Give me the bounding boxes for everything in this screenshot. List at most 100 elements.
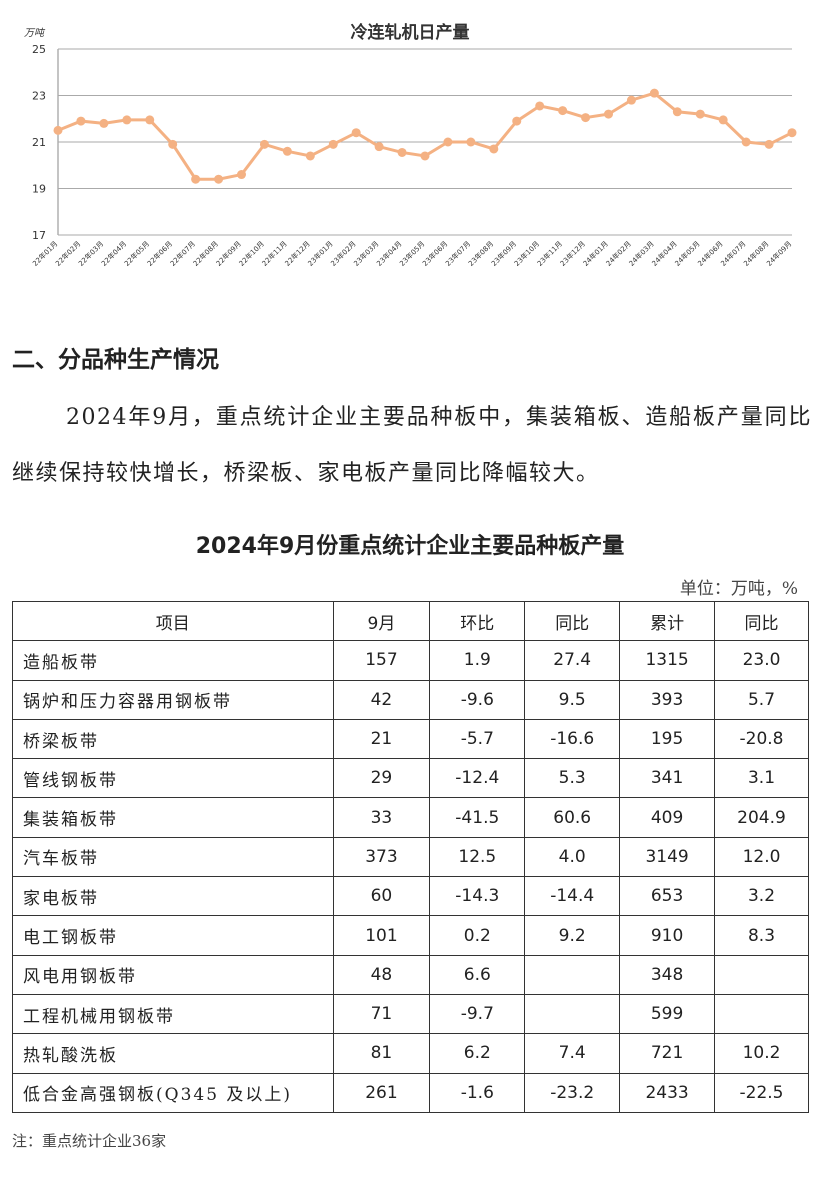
cell: -12.4 — [429, 758, 526, 799]
cell: -14.3 — [429, 876, 526, 917]
y-axis-unit: 万吨 — [24, 27, 46, 39]
data-point — [76, 116, 86, 126]
cell: 12.5 — [429, 836, 526, 878]
cell: 29 — [332, 758, 431, 799]
header-cell: 9月 — [332, 600, 431, 642]
table-row: 汽车板带 373 12.5 4.0 3149 12.0 — [12, 836, 809, 878]
header-cell: 同比 — [714, 600, 809, 642]
cell: 204.9 — [714, 797, 809, 838]
section-heading: 二、分品种生产情况 — [12, 347, 219, 373]
data-point — [374, 142, 384, 152]
cell: 348 — [619, 954, 716, 995]
row-label: 锅炉和压力容器用钢板带 — [12, 679, 334, 720]
cell: 101 — [332, 915, 431, 956]
table-row: 管线钢板带 29 -12.4 5.3 341 3.1 — [12, 758, 809, 799]
data-point — [443, 137, 453, 147]
data-point — [351, 128, 361, 138]
data-point — [53, 125, 63, 135]
cell: -41.5 — [429, 797, 526, 838]
cell: 7.4 — [524, 1033, 621, 1074]
data-point — [558, 106, 568, 116]
data-point — [214, 174, 224, 184]
data-point — [168, 139, 178, 149]
data-point — [695, 109, 705, 119]
cell: 393 — [619, 679, 716, 720]
cell: 10.2 — [714, 1033, 809, 1074]
cell: 409 — [619, 797, 716, 838]
y-tick-label: 19 — [32, 183, 46, 196]
data-point — [237, 170, 246, 180]
data-point — [397, 147, 407, 157]
note: 注：重点统计企业36家 — [12, 1132, 167, 1150]
data-table: 项目 9月 环比 同比 累计 同比 造船板带 157 1.9 27.4 1315 23.0 锅炉和压力… — [12, 600, 809, 1113]
row-label: 管线钢板带 — [12, 758, 334, 799]
header-cell: 累计 — [619, 600, 716, 642]
table-title: 2024年9月份重点统计企业主要品种板产量 — [195, 534, 625, 559]
cell: 373 — [332, 836, 431, 878]
cell: 6.2 — [429, 1033, 526, 1074]
data-point — [718, 115, 728, 125]
data-point — [191, 174, 201, 184]
table-row: 集装箱板带 33 -41.5 60.6 409 204.9 — [12, 797, 809, 838]
data-point — [305, 151, 315, 161]
cell: 261 — [332, 1072, 431, 1113]
data-point — [122, 115, 132, 125]
cell: 2433 — [619, 1072, 716, 1113]
cell: 48 — [332, 954, 431, 995]
cell: 12.0 — [714, 836, 809, 878]
header-cell: 同比 — [524, 600, 621, 642]
table-row: 造船板带 157 1.9 27.4 1315 23.0 — [12, 640, 809, 681]
table-row: 桥梁板带 21 -5.7 -16.6 195 -20.8 — [12, 718, 809, 760]
row-label: 集装箱板带 — [12, 797, 334, 838]
cell: 1315 — [619, 640, 716, 681]
data-point — [764, 139, 774, 149]
cell: 42 — [332, 679, 431, 720]
cell: -5.7 — [429, 718, 526, 760]
cell: 8.3 — [714, 915, 809, 956]
cell: 3.2 — [714, 876, 809, 917]
cell: 157 — [332, 640, 431, 681]
cell: 341 — [619, 758, 716, 799]
table-row: 工程机械用钢板带 71 -9.7 599 — [12, 993, 809, 1035]
data-point — [581, 113, 591, 123]
row-label: 造船板带 — [12, 640, 334, 681]
y-tick-label: 17 — [32, 229, 46, 242]
table-row: 风电用钢板带 48 6.6 348 — [12, 954, 809, 995]
row-label: 热轧酸洗板 — [12, 1033, 334, 1074]
table-row: 热轧酸洗板 81 6.2 7.4 721 10.2 — [12, 1033, 809, 1074]
row-label: 家电板带 — [12, 876, 334, 917]
data-point — [420, 151, 430, 161]
header-cell: 项目 — [12, 600, 334, 642]
cell: 81 — [332, 1033, 431, 1074]
x-tick-label: 24年09月 — [765, 239, 794, 268]
cell: -22.5 — [714, 1072, 809, 1113]
cell: 9.5 — [524, 679, 621, 720]
cell: 23.0 — [714, 640, 809, 681]
header-row: 项目 9月 环比 同比 累计 同比 — [12, 600, 809, 642]
row-label: 汽车板带 — [12, 836, 334, 878]
cell: 3149 — [619, 836, 716, 878]
data-line — [57, 91, 793, 181]
table-row: 家电板带 60 -14.3 -14.4 653 3.2 — [12, 876, 809, 917]
table-row: 电工钢板带 101 0.2 9.2 910 8.3 — [12, 915, 809, 956]
data-point — [604, 109, 613, 119]
row-label: 电工钢板带 — [12, 915, 334, 956]
cell: 9.2 — [524, 915, 621, 956]
data-point — [259, 139, 269, 149]
row-label: 风电用钢板带 — [12, 954, 334, 995]
cell: -16.6 — [524, 718, 621, 760]
data-point — [741, 137, 751, 147]
data-point — [535, 101, 545, 111]
data-point — [626, 95, 636, 105]
data-point — [649, 88, 659, 98]
cell: 21 — [332, 718, 431, 760]
y-tick-label: 23 — [32, 90, 46, 103]
cell: 6.6 — [429, 954, 526, 995]
cell: 5.7 — [714, 679, 809, 720]
chart-title: 冷连轧机日产量 — [351, 22, 470, 43]
cell: 60 — [332, 876, 431, 917]
cell: 4.0 — [524, 836, 621, 878]
table-row: 锅炉和压力容器用钢板带 42 -9.6 9.5 393 5.7 — [12, 679, 809, 720]
data-point — [512, 116, 522, 126]
